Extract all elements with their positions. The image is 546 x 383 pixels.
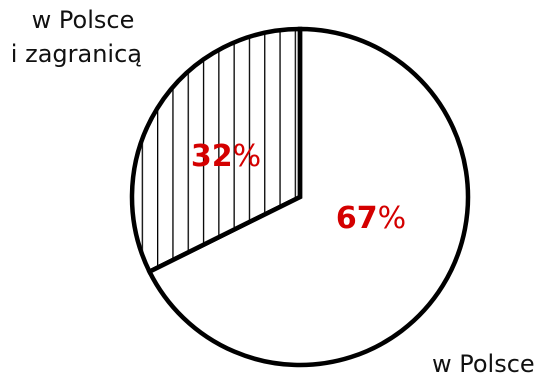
percent-sign: % [233,139,262,174]
slice-w-polsce [146,26,471,368]
slice-value-67: 67% [336,201,406,236]
value-number: 32 [191,139,233,174]
value-number: 67 [336,201,378,236]
slice-value-32: 32% [191,139,261,174]
slice-w-polsce-i-zagranica [129,26,303,275]
slice-label-line-1: w Polsce [32,6,135,34]
slice-label-w-polsce-i-zagranica: w Polsce i zagranicą [11,6,142,68]
slice-label-line-2: i zagranicą [11,40,142,68]
slice-label-w-polsce: w Polsce [432,350,535,378]
percent-sign: % [378,201,407,236]
